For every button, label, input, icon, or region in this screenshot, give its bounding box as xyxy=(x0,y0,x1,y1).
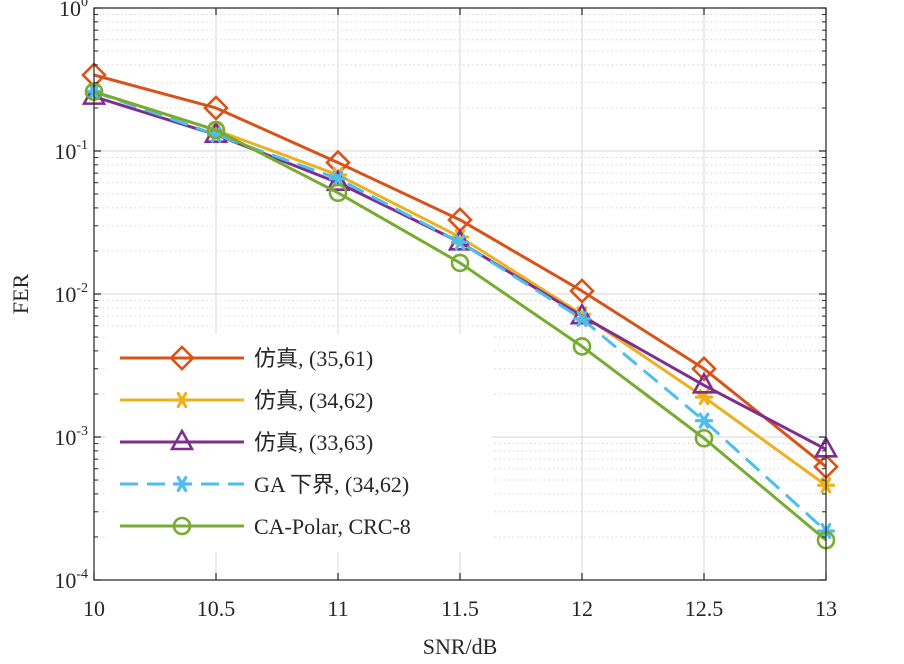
legend-label: 仿真, (33,63) xyxy=(254,430,373,455)
y-tick-base: 10 xyxy=(59,0,81,21)
data-point xyxy=(694,412,714,429)
y-tick-label: 10-3 xyxy=(54,424,88,450)
asterisk-stroke xyxy=(332,170,344,187)
legend-item-1: 仿真, (35,61) xyxy=(120,345,373,371)
y-tick-exponent: 0 xyxy=(81,0,88,10)
asterisk-stroke xyxy=(176,475,188,493)
legend-marker xyxy=(172,516,192,536)
x-tick-label: 10 xyxy=(83,596,105,621)
data-point xyxy=(206,120,226,140)
legend-marker xyxy=(172,391,192,409)
data-point xyxy=(572,310,592,327)
series-line xyxy=(93,73,827,468)
data-point xyxy=(572,337,592,356)
data-point xyxy=(328,170,348,187)
y-tick-base: 10 xyxy=(54,425,76,450)
x-tick-label: 11.5 xyxy=(441,596,479,621)
x-tick-label: 10.5 xyxy=(197,596,236,621)
legend-marker xyxy=(169,345,195,371)
legend-label: 仿真, (35,61) xyxy=(254,346,373,371)
y-tick-label: 10-2 xyxy=(54,281,88,307)
data-point xyxy=(569,278,595,304)
data-point xyxy=(691,355,717,382)
data-point xyxy=(328,183,348,203)
y-tick-exponent: -3 xyxy=(76,424,88,439)
asterisk-stroke xyxy=(576,310,588,327)
data-point xyxy=(203,95,229,121)
y-tick-base: 10 xyxy=(54,139,76,164)
asterisk-stroke xyxy=(176,391,188,409)
data-point xyxy=(691,371,717,394)
legend: 仿真, (35,61) 仿真, (34,62) 仿真, (33,63) GA 下界, … xyxy=(106,334,492,552)
y-tick-base: 10 xyxy=(54,282,76,307)
y-tick-label: 100 xyxy=(59,0,88,21)
legend-item-3: 仿真, (33,63) xyxy=(120,428,373,455)
data-point xyxy=(569,302,595,325)
asterisk-stroke xyxy=(454,234,466,251)
legend-item-4: GA 下界, (34,62) xyxy=(120,472,409,497)
y-tick-label: 10-1 xyxy=(54,138,88,164)
legend-label: 仿真, (34,62) xyxy=(254,388,373,413)
y-tick-exponent: -1 xyxy=(76,138,88,153)
x-tick-label: 12.5 xyxy=(685,596,724,621)
legend-label: CA-Polar, CRC-8 xyxy=(254,514,411,539)
y-tick-exponent: -4 xyxy=(76,567,88,582)
x-tick-label: 13 xyxy=(815,596,837,621)
series-5 xyxy=(84,82,836,550)
x-axis-label: SNR/dB xyxy=(423,634,498,659)
data-point xyxy=(450,253,470,273)
legend-label: GA 下界, (34,62) xyxy=(254,472,409,497)
x-tick-label: 12 xyxy=(571,596,593,621)
x-tick-label: 11 xyxy=(327,596,348,621)
y-tick-exponent: -2 xyxy=(76,281,88,296)
series-line xyxy=(93,90,827,542)
data-point xyxy=(325,169,351,192)
y-tick-base: 10 xyxy=(54,568,76,593)
data-point xyxy=(450,234,470,251)
asterisk-stroke xyxy=(698,412,710,429)
legend-marker xyxy=(169,428,195,451)
legend-item-2: 仿真, (34,62) xyxy=(120,388,373,413)
y-axis-label: FER xyxy=(8,274,33,315)
y-tick-label: 10-4 xyxy=(54,567,88,593)
legend-marker xyxy=(172,475,192,493)
data-point xyxy=(694,428,714,448)
legend-item-5: CA-Polar, CRC-8 xyxy=(120,514,411,539)
